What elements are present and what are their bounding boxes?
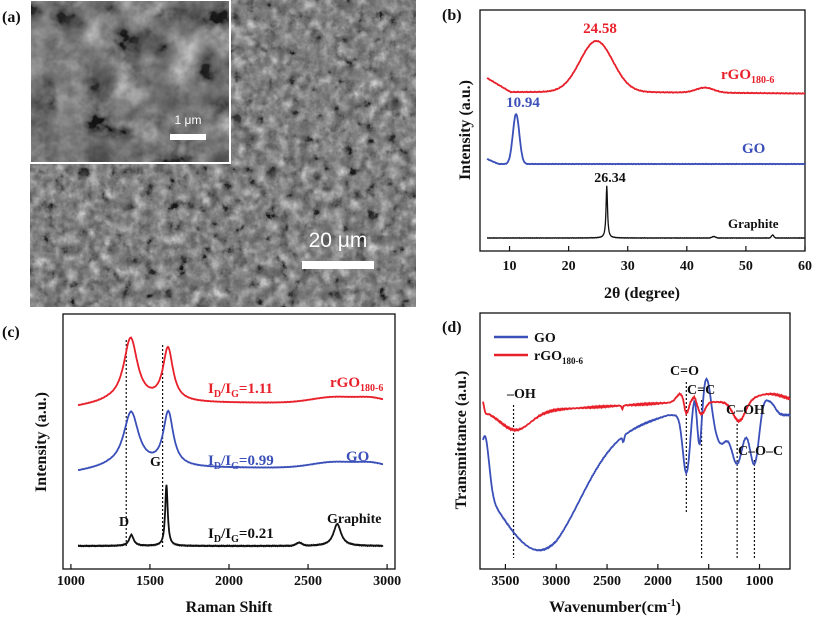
- series-label-rgo: rGO180-6: [721, 67, 774, 86]
- ftir-go-line: [482, 377, 791, 552]
- panel-label-d: (d): [442, 319, 462, 336]
- band-guides-d: [512, 382, 756, 558]
- raman-graphite-line: [77, 484, 384, 548]
- y-axis-label-c: Intensity (a.u.): [33, 392, 50, 492]
- legend-label-go: GO: [534, 331, 556, 346]
- x-axis-label-c: Raman Shift: [186, 599, 273, 616]
- panel-d: (d) 3500 3000 2500 2000 1500 1000 GO rGO180-6…: [442, 312, 791, 616]
- panel-label-a: (a): [2, 9, 21, 26]
- annotation-oh: –OH: [506, 387, 536, 402]
- x-tick-label: 40: [680, 259, 694, 274]
- plot-frame-b: [479, 9, 806, 252]
- ratio-label-rgo: ID/IG=1.11: [208, 381, 273, 400]
- x-tick-label: 1000: [746, 574, 774, 589]
- x-tick-label: 50: [739, 259, 753, 274]
- y-axis-label-d: Transmittance (a.u.): [453, 371, 470, 510]
- series-label-graphite: Graphite: [728, 216, 779, 231]
- x-ticks-c: 1000 1500 2000 2500 3000: [57, 564, 401, 589]
- plot-frame-d: [479, 312, 791, 570]
- x-tick-label: 3000: [373, 574, 401, 589]
- main-scale-label: 20 μm: [309, 229, 368, 252]
- legend-label-rgo: rGO180-6: [534, 349, 583, 366]
- series-label-graphite-c: Graphite: [327, 512, 381, 527]
- x-tick-label: 1500: [136, 574, 164, 589]
- band-label-g: G: [150, 455, 161, 470]
- x-tick-label: 2000: [215, 574, 243, 589]
- series-label-go: GO: [742, 141, 765, 157]
- panel-label-c: (c): [2, 324, 20, 341]
- series-graphite-line: [486, 185, 806, 240]
- y-axis-label-b: Intensity (a.u.): [457, 80, 474, 180]
- annotation-co: C=O: [670, 364, 699, 379]
- raman-go-line: [77, 409, 384, 472]
- x-ticks-b: 10 20 30 40 50 60: [503, 246, 812, 274]
- annotation-coc: C–O–C: [738, 444, 783, 459]
- x-tick-label: 2500: [294, 574, 322, 589]
- series-label-go-c: GO: [346, 449, 369, 465]
- peak-label-rgo: 24.58: [583, 21, 617, 37]
- x-tick-label: 1500: [695, 574, 723, 589]
- x-tick-label: 2000: [644, 574, 672, 589]
- x-axis-label-d: Wavenumber(cm-1): [549, 598, 681, 616]
- ftir-rgo-line: [482, 392, 791, 433]
- peak-label-graphite: 26.34: [594, 171, 626, 186]
- panel-a: 1 μm 20 μm (a): [2, 0, 416, 307]
- x-tick-label: 2500: [593, 574, 621, 589]
- ratio-label-go: ID/IG=0.99: [208, 453, 274, 472]
- annotation-cc: C=C: [687, 383, 715, 398]
- raman-rgo-line: [77, 336, 384, 407]
- x-axis-label-b: 2θ (degree): [604, 285, 680, 302]
- main-scale-bar: [302, 261, 374, 269]
- x-tick-label: 3500: [491, 574, 519, 589]
- inset-scale-bar: [170, 134, 206, 140]
- panel-b: (b) 10 20 30 40 50 60 24.58 10.94 26.34 rGO18…: [442, 7, 812, 302]
- series-label-rgo-c: rGO180-6: [330, 375, 383, 394]
- x-ticks-d: 3500 3000 2500 2000 1500 1000: [491, 564, 774, 589]
- inset-scale-label: 1 μm: [175, 113, 202, 127]
- x-tick-label: 1000: [57, 574, 85, 589]
- peak-label-go: 10.94: [506, 95, 540, 111]
- panel-c: (c) 1000 1500 2000 2500 3000 D G ID/IG=1.11 …: [2, 313, 401, 616]
- x-tick-label: 20: [562, 259, 576, 274]
- x-tick-label: 10: [503, 259, 517, 274]
- x-tick-label: 3000: [542, 574, 570, 589]
- x-tick-label: 60: [798, 259, 812, 274]
- ratio-label-graphite: ID/IG=0.21: [208, 526, 274, 545]
- series-go-line: [486, 113, 806, 166]
- band-label-d: D: [119, 515, 129, 530]
- annotation-coh: C–OH: [726, 403, 765, 418]
- series-rgo-line: [486, 39, 806, 95]
- x-tick-label: 30: [621, 259, 635, 274]
- panel-label-b: (b): [442, 7, 462, 24]
